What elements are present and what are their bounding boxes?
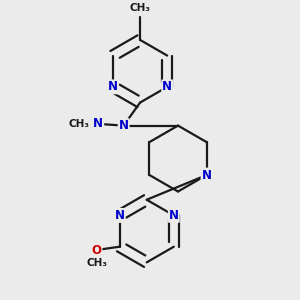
Text: N: N: [93, 117, 103, 130]
Text: N: N: [202, 169, 212, 182]
Text: CH₃: CH₃: [130, 3, 151, 13]
Text: N: N: [118, 119, 129, 132]
Text: N: N: [115, 209, 124, 222]
Text: CH₃: CH₃: [86, 257, 107, 268]
Text: CH₃: CH₃: [68, 119, 89, 129]
Text: N: N: [108, 80, 118, 93]
Text: N: N: [162, 80, 172, 93]
Text: N: N: [169, 209, 179, 222]
Text: O: O: [92, 244, 101, 256]
